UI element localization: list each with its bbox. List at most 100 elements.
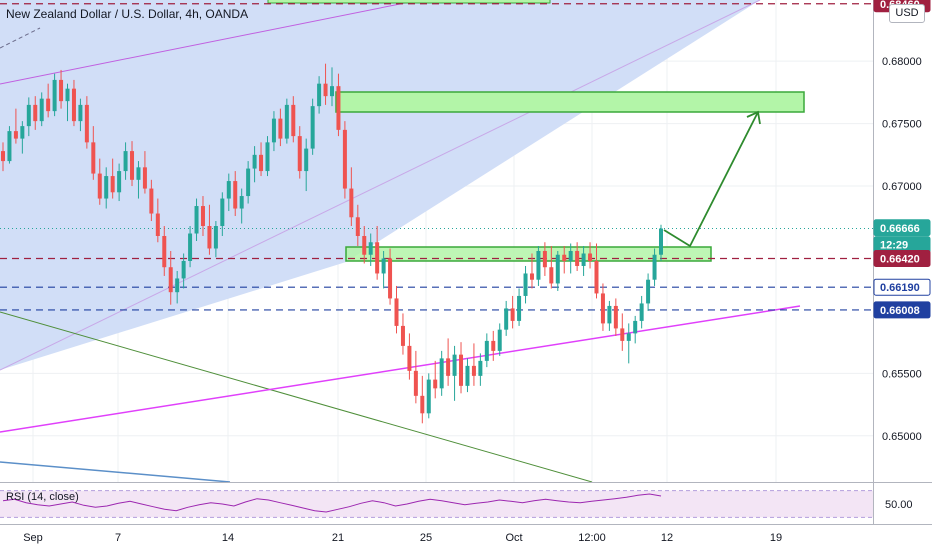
candle	[130, 141, 135, 187]
drawings-layer	[0, 0, 805, 482]
candle	[394, 285, 399, 334]
symbol-title[interactable]: New Zealand Dollar / U.S. Dollar, 4h, OA…	[6, 7, 248, 21]
candle	[633, 315, 638, 344]
candle-body	[297, 136, 302, 172]
candle	[13, 108, 18, 144]
rsi-pane[interactable]	[0, 490, 873, 518]
neckline-zone[interactable]	[345, 246, 712, 262]
candle-body	[123, 151, 128, 172]
candle-body	[259, 154, 264, 172]
candle-body	[542, 250, 547, 268]
candle	[639, 295, 644, 329]
candle	[413, 350, 418, 404]
currency-button[interactable]: USD	[889, 4, 925, 23]
target-resistance-zone[interactable]	[335, 91, 805, 113]
rsi-axis-tick: 50.00	[885, 499, 913, 511]
candle	[659, 224, 663, 261]
candle	[304, 138, 309, 192]
price-axis-ticks: 0.68000 0.67500 0.67000 0.65500 0.65000	[882, 56, 922, 443]
candle	[1, 142, 5, 172]
price-label-text: 0.66190	[880, 282, 920, 294]
candle-body	[213, 226, 218, 249]
candle	[459, 342, 464, 394]
candle-body	[394, 298, 399, 326]
wedge-lower-line[interactable]	[0, 0, 761, 371]
candle	[562, 245, 567, 274]
candle	[497, 323, 502, 356]
candle	[207, 204, 212, 255]
candle-body	[155, 213, 160, 237]
candle-body	[220, 198, 225, 227]
descending-trendline[interactable]	[0, 311, 593, 482]
candle-body	[407, 345, 412, 371]
candle-body	[304, 148, 309, 172]
wedge-upper-line[interactable]	[0, 0, 421, 85]
candle-body	[420, 395, 425, 414]
candle	[26, 97, 31, 137]
price-tick-label: 0.68000	[882, 56, 922, 68]
candle	[536, 245, 541, 286]
candle-body	[26, 104, 31, 127]
candle	[168, 250, 173, 305]
price-label-text: 12:29	[880, 240, 908, 252]
price-axis-label: 0.66190	[873, 278, 931, 296]
candle-body	[239, 196, 244, 209]
candle-body	[381, 258, 386, 274]
candle-body	[581, 253, 586, 266]
blue-trendline[interactable]	[0, 461, 231, 482]
candles	[1, 63, 663, 424]
candle	[600, 283, 605, 331]
candle	[84, 96, 89, 149]
candle-body	[181, 260, 186, 279]
candle	[517, 288, 522, 326]
candle	[59, 69, 64, 109]
candle-body	[646, 279, 651, 304]
candle-body	[368, 242, 373, 255]
time-axis-ticks: Sep 7 14 21 25 Oct 12:00 12 19	[23, 532, 782, 544]
candle	[555, 250, 560, 291]
candle	[226, 173, 231, 212]
candle-body	[323, 83, 328, 97]
rsi-label[interactable]: RSI (14, close)	[6, 491, 79, 503]
candle	[149, 179, 154, 222]
candle-body	[52, 79, 57, 112]
projection-arrow[interactable]	[663, 110, 761, 248]
candle	[271, 111, 276, 152]
candle-body	[175, 278, 180, 293]
top-resistance-zone[interactable]	[267, 0, 551, 4]
candle-body	[446, 358, 451, 376]
candle-body	[568, 250, 573, 261]
price-axis-label: 0.66008	[873, 301, 931, 319]
candle	[52, 73, 57, 117]
candle-body	[71, 88, 76, 122]
time-tick-label: 7	[115, 532, 121, 544]
candle-body	[97, 173, 102, 199]
candle	[613, 298, 618, 336]
candle	[46, 83, 51, 118]
price-label-text: 0.66420	[880, 253, 920, 265]
candle-body	[491, 340, 496, 351]
candle-body	[588, 253, 593, 261]
candle-body	[342, 129, 347, 189]
candle-body	[433, 379, 438, 389]
candle	[542, 242, 547, 276]
candle	[155, 198, 160, 243]
candle	[330, 67, 334, 107]
candle-body	[104, 176, 109, 199]
candle-body	[117, 171, 122, 193]
dashed-extension-line[interactable]	[0, 27, 41, 49]
candle-body	[575, 250, 580, 266]
candle-body	[65, 88, 70, 102]
candle	[400, 313, 405, 355]
candle	[336, 73, 341, 137]
candle-body	[426, 379, 431, 414]
candle	[104, 167, 109, 209]
candle	[181, 253, 186, 289]
price-label-text: 0.66666	[880, 223, 920, 235]
candle-body	[310, 106, 315, 149]
projection-arrow-line[interactable]	[663, 111, 759, 248]
rising-support-trendline[interactable]	[0, 305, 801, 433]
candle	[471, 343, 476, 386]
